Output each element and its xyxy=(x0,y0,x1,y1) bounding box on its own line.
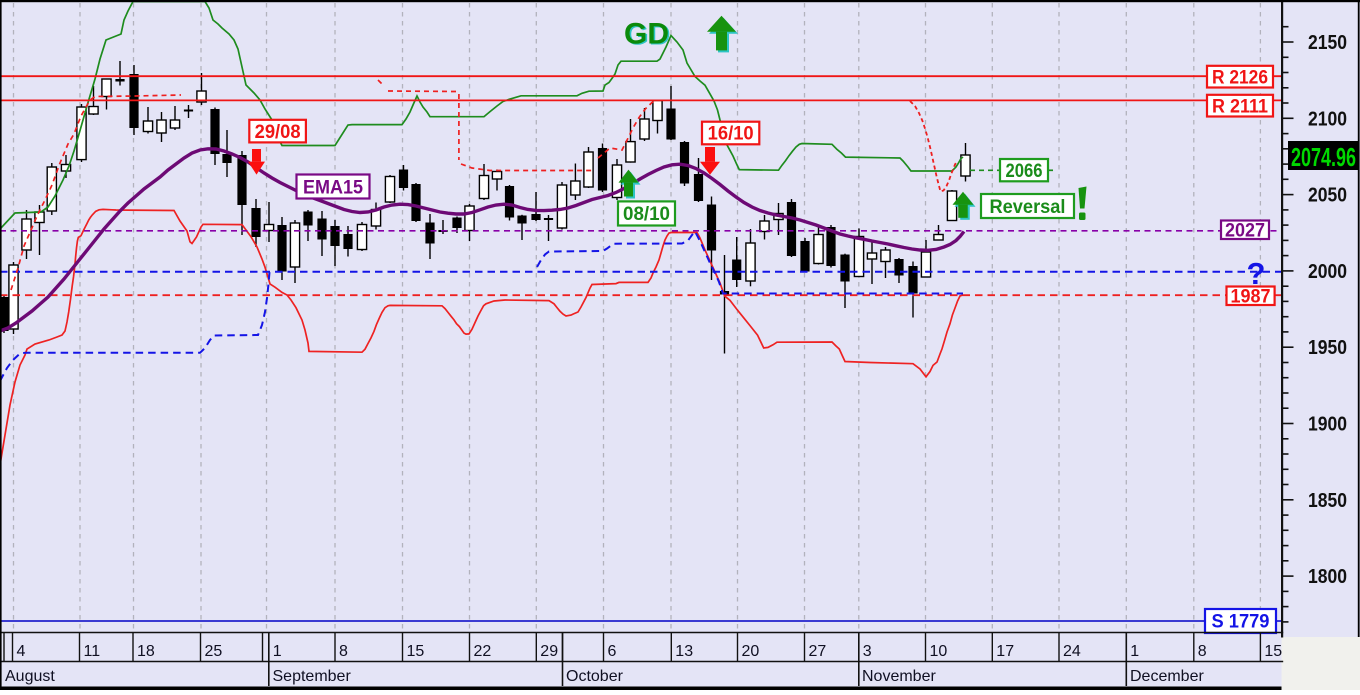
svg-text:29/08: 29/08 xyxy=(255,122,301,143)
svg-text:2150: 2150 xyxy=(1308,32,1347,54)
svg-text:13: 13 xyxy=(675,643,693,660)
svg-text:1900: 1900 xyxy=(1308,414,1347,436)
svg-text:8: 8 xyxy=(339,643,348,660)
svg-text:24: 24 xyxy=(1063,643,1081,660)
svg-text:December: December xyxy=(1130,668,1204,685)
svg-text:August: August xyxy=(5,668,55,685)
svg-text:2074.96: 2074.96 xyxy=(1291,142,1356,172)
svg-text:4: 4 xyxy=(17,643,26,660)
svg-text:R 2126: R 2126 xyxy=(1212,67,1268,88)
svg-text:16/10: 16/10 xyxy=(708,124,754,145)
svg-text:2000: 2000 xyxy=(1308,261,1347,283)
svg-text:08/10: 08/10 xyxy=(623,204,670,225)
svg-text:11: 11 xyxy=(84,643,101,660)
svg-text:September: September xyxy=(273,668,352,685)
svg-text:2050: 2050 xyxy=(1308,185,1347,207)
svg-text:R 2111: R 2111 xyxy=(1212,96,1268,117)
svg-text:October: October xyxy=(566,668,624,685)
svg-text:6: 6 xyxy=(608,643,617,660)
svg-text:1: 1 xyxy=(273,643,282,660)
svg-text:25: 25 xyxy=(205,643,223,660)
svg-text:15: 15 xyxy=(407,643,425,660)
svg-text:2100: 2100 xyxy=(1308,108,1347,130)
svg-text:20: 20 xyxy=(742,643,760,660)
svg-text:3: 3 xyxy=(863,643,872,660)
svg-text:1: 1 xyxy=(1130,643,1139,660)
svg-text:2066: 2066 xyxy=(1006,161,1043,182)
svg-text:2027: 2027 xyxy=(1225,220,1265,241)
svg-text:S 1779: S 1779 xyxy=(1212,612,1270,633)
svg-text:?: ? xyxy=(1247,256,1266,291)
svg-text:EMA15: EMA15 xyxy=(303,176,363,198)
svg-text:1950: 1950 xyxy=(1308,337,1347,359)
svg-text:22: 22 xyxy=(474,643,492,660)
svg-text:Reversal: Reversal xyxy=(990,196,1066,218)
svg-text:1800: 1800 xyxy=(1308,566,1347,588)
svg-text:November: November xyxy=(862,668,936,685)
svg-text:18: 18 xyxy=(137,643,155,660)
svg-text:15: 15 xyxy=(1264,643,1282,660)
svg-text:8: 8 xyxy=(1198,643,1207,660)
svg-text:29: 29 xyxy=(540,643,558,660)
svg-text:1850: 1850 xyxy=(1308,490,1347,512)
svg-text:10: 10 xyxy=(930,643,948,660)
svg-text:17: 17 xyxy=(996,643,1014,660)
svg-text:27: 27 xyxy=(809,643,827,660)
svg-text:GD: GD xyxy=(624,18,669,51)
